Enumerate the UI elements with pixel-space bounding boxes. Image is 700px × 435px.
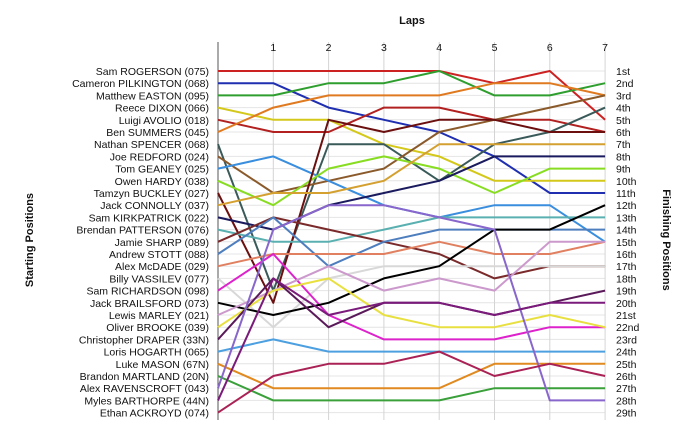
finishing-position-label: 6th <box>616 127 631 139</box>
finishing-position-label: 20th <box>616 298 637 310</box>
series-line-29 <box>217 350 606 414</box>
x-tick-label: 7 <box>602 42 608 54</box>
series-line-23 <box>217 277 606 341</box>
x-tick-label: 4 <box>436 42 442 54</box>
series-line-24 <box>217 338 606 353</box>
series-line-11 <box>217 118 606 304</box>
starting-position-label: Sam ROGERSON (075) <box>96 66 209 78</box>
series-line-18 <box>217 265 606 329</box>
starting-position-label: Billy VASSILEV (077) <box>109 273 209 285</box>
finishing-position-label: 27th <box>616 383 637 395</box>
x-tick-label: 1 <box>270 42 276 54</box>
finishing-position-label: 4th <box>616 103 631 115</box>
starting-position-label: Myles BARTHORPE (44N) <box>84 395 209 407</box>
starting-position-label: Tamzyn BUCKLEY (027) <box>94 188 209 200</box>
starting-position-label: Andrew STOTT (088) <box>109 249 209 261</box>
series-line-1 <box>218 70 606 121</box>
starting-position-label: Brandon MARTLAND (20N) <box>80 371 209 383</box>
finishing-position-label: 9th <box>616 164 631 176</box>
starting-position-label: Jack CONNOLLY (037) <box>100 200 209 212</box>
finishing-position-label: 25th <box>616 359 637 371</box>
starting-position-label: Lewis MARLEY (021) <box>109 310 209 322</box>
starting-position-label: Sam KIRKPATRICK (022) <box>89 212 209 224</box>
starting-position-label: Tom GEANEY (025) <box>115 164 209 176</box>
finishing-position-label: 13th <box>616 212 637 224</box>
starting-position-labels: Sam ROGERSON (075)Cameron PILKINGTON (06… <box>72 66 209 420</box>
finishing-position-label: 24th <box>616 347 637 359</box>
series-line-3 <box>218 70 606 97</box>
finishing-position-label: 15th <box>616 237 637 249</box>
finishing-position-label: 28th <box>616 395 637 407</box>
series-line-22 <box>217 277 606 329</box>
starting-position-label: Loris HOGARTH (065) <box>104 347 209 359</box>
finishing-position-label: 19th <box>616 286 637 298</box>
starting-position-label: Brendan PATTERSON (076) <box>76 225 209 237</box>
series-line-8 <box>217 94 606 194</box>
starting-position-label: Reece DIXON (066) <box>115 103 209 115</box>
finishing-position-label: 11th <box>616 188 636 200</box>
series-line-7 <box>217 106 606 292</box>
finishing-position-label: 2nd <box>616 78 634 90</box>
finishing-position-label: 3rd <box>616 90 631 102</box>
y-axis-title-right: Finishing Positions <box>660 189 672 290</box>
series-line-28 <box>217 277 606 401</box>
series-line-6 <box>217 82 606 133</box>
finishing-position-label: 21st <box>616 310 636 322</box>
x-tick-label: 5 <box>492 42 498 54</box>
starting-position-label: Joe REDFORD (024) <box>110 151 209 163</box>
starting-position-label: Sam RICHARDSON (098) <box>86 286 209 298</box>
starting-position-label: Matthew EASTON (095) <box>96 90 209 102</box>
starting-position-label: Nathan SPENCER (068) <box>94 139 209 151</box>
starting-position-label: Ethan ACKROYD (074) <box>100 408 209 420</box>
starting-position-label: Owen HARDY (038) <box>115 176 209 188</box>
starting-position-label: Alex RAVENSCROFT (043) <box>80 383 209 395</box>
series-line-12 <box>217 143 606 207</box>
starting-position-label: Ben SUMMERS (045) <box>106 127 209 139</box>
starting-position-label: Oliver BROOKE (039) <box>106 322 209 334</box>
finishing-position-label: 17th <box>616 261 637 273</box>
x-tick-label: 6 <box>547 42 553 54</box>
starting-position-label: Christopher DRAPER (33N) <box>79 334 209 346</box>
series-lines <box>217 70 606 414</box>
y-axis-title-left: Starting Positions <box>24 193 36 287</box>
x-axis-title: Laps <box>399 15 425 27</box>
finishing-position-label: 22nd <box>616 322 640 334</box>
finishing-position-labels: 1st2nd3rd4th5th6th7th8th9th10th11th12th1… <box>616 66 640 420</box>
series-line-19 <box>217 253 606 341</box>
finishing-position-label: 7th <box>616 139 631 151</box>
finishing-position-label: 10th <box>616 176 637 188</box>
starting-position-label: Luigi AVOLIO (018) <box>119 115 209 127</box>
series-line-14 <box>217 216 606 243</box>
series-line-26 <box>217 375 606 402</box>
x-tick-label: 3 <box>381 42 387 54</box>
starting-position-label: Jack BRAILSFORD (073) <box>90 298 209 310</box>
starting-position-label: Luke MASON (67N) <box>116 359 209 371</box>
series-line-5 <box>217 106 606 133</box>
finishing-position-label: 12th <box>616 200 637 212</box>
starting-position-label: Cameron PILKINGTON (068) <box>72 78 209 90</box>
x-tick-labels: 1 2 3 4 5 6 7 <box>270 42 608 54</box>
finishing-position-label: 29th <box>616 408 637 420</box>
finishing-position-label: 26th <box>616 371 637 383</box>
series-line-2 <box>218 82 606 194</box>
series-line-20 <box>217 204 606 316</box>
finishing-position-label: 23rd <box>616 334 637 346</box>
x-tick-label: 2 <box>326 42 332 54</box>
starting-position-label: Jamie SHARP (089) <box>115 237 209 249</box>
finishing-position-label: 16th <box>616 249 637 261</box>
series-line-17 <box>217 240 606 268</box>
finishing-position-label: 14th <box>616 225 637 237</box>
finishing-position-label: 8th <box>616 151 631 163</box>
series-line-27 <box>217 204 606 402</box>
finishing-position-label: 18th <box>616 273 637 285</box>
starting-position-label: Alex McDADE (029) <box>115 261 209 273</box>
series-line-25 <box>217 362 606 390</box>
finishing-position-label: 1st <box>616 66 630 78</box>
finishing-position-label: 5th <box>616 115 631 127</box>
